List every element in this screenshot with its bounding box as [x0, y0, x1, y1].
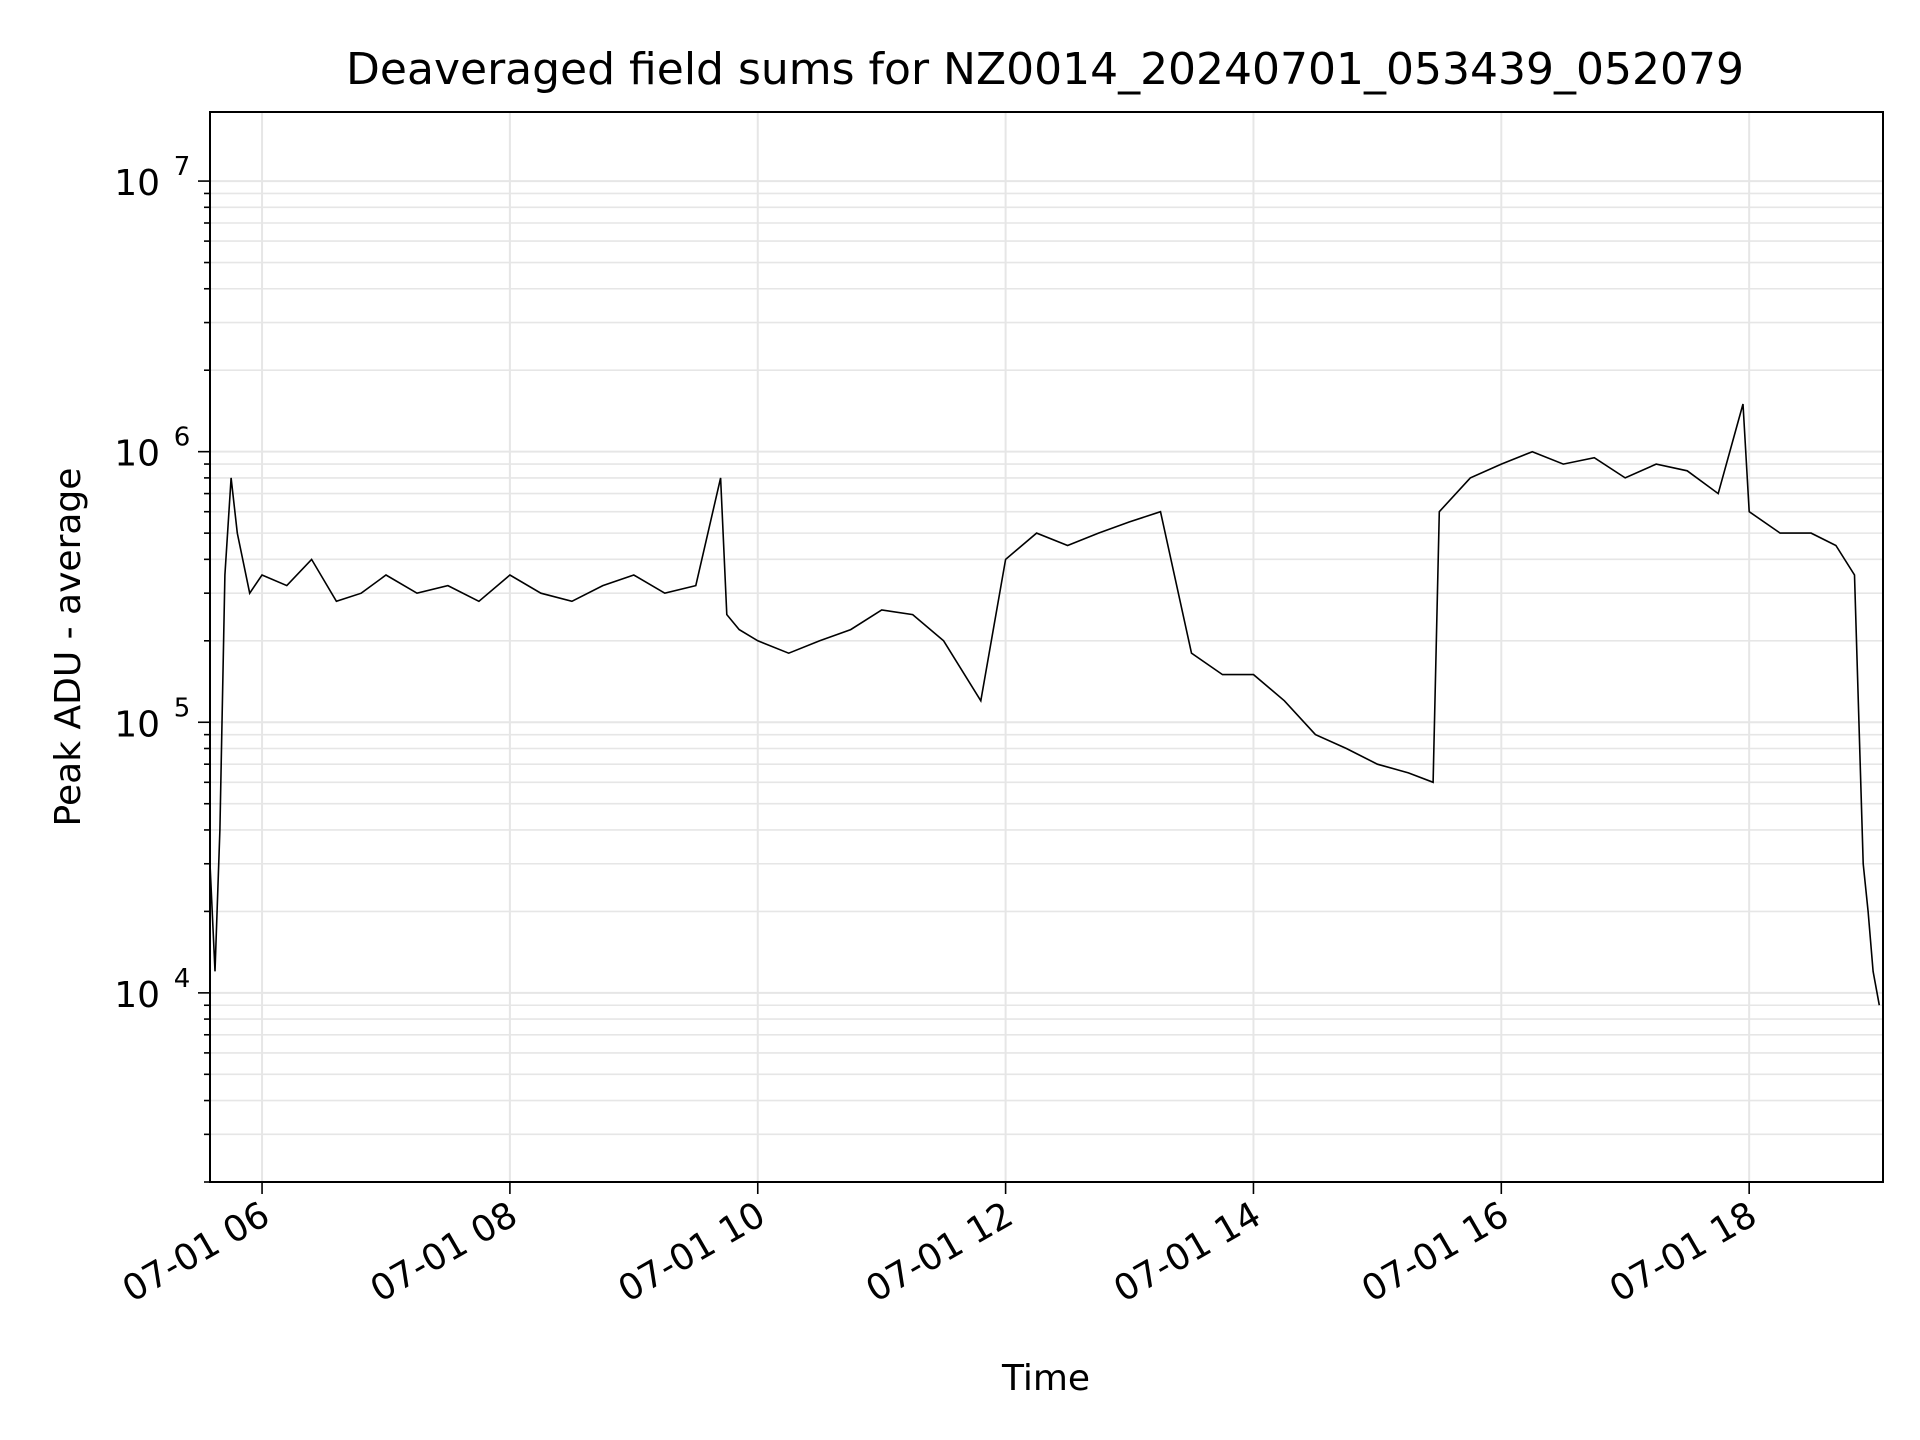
- plot-frame: [209, 111, 1884, 1183]
- y-tick-label-exponent: 5: [174, 693, 191, 723]
- grid-lines: [210, 112, 1883, 1183]
- y-tick-label: 10: [114, 434, 160, 475]
- y-tick-label: 10: [114, 975, 160, 1016]
- series-line: [209, 403, 1881, 1006]
- y-tick-label: 10: [114, 163, 160, 204]
- y-tick-label-exponent: 6: [174, 423, 191, 453]
- y-tick-label-exponent: 4: [174, 964, 191, 994]
- y-axis-label: Peak ADU - average: [48, 468, 89, 827]
- plot-area: [209, 403, 1881, 1006]
- chart-title: Deaveraged field sums for NZ0014_2024070…: [346, 44, 1744, 95]
- y-tick-label: 10: [114, 704, 160, 745]
- x-axis-label: Time: [1001, 1358, 1090, 1399]
- y-tick-label-exponent: 7: [174, 152, 191, 182]
